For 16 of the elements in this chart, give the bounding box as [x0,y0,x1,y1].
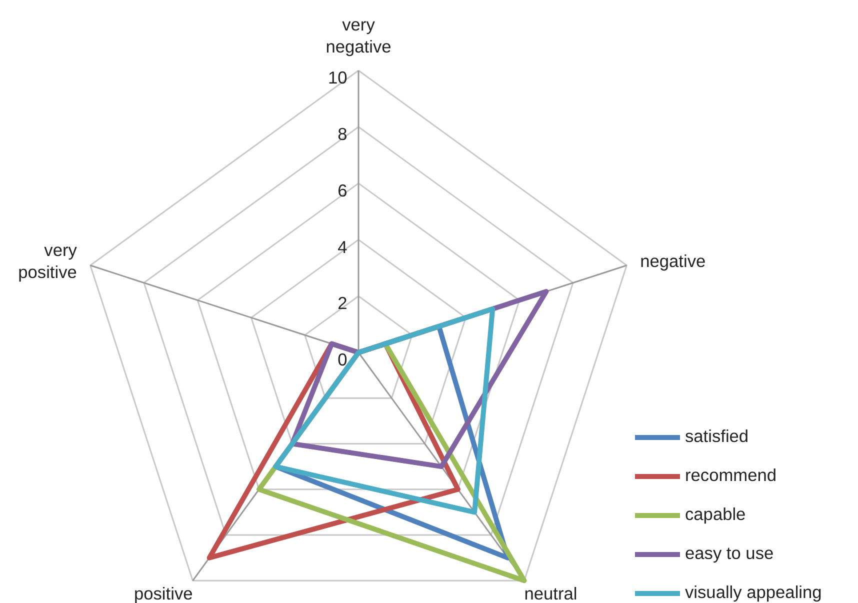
spoke-label: very negative [326,14,392,56]
spoke-label: negative [640,251,706,271]
legend-label: easy to use [685,543,774,564]
spoke-label: positive [134,583,193,603]
spoke-label: neutral [524,583,578,603]
y-tick-label: 0 [338,350,348,370]
y-tick-label: 8 [338,124,348,144]
legend-label: recommend [685,465,776,486]
y-tick-label: 2 [338,293,348,314]
legend-label: visually appealing [685,582,822,603]
legend-label: capable [685,504,746,525]
legend-label: satisfied [685,426,749,447]
spoke-label: very positive [18,240,78,282]
y-tick-label: 6 [338,180,348,200]
y-tick-label: 4 [338,236,348,257]
y-tick-label: 10 [328,68,348,88]
